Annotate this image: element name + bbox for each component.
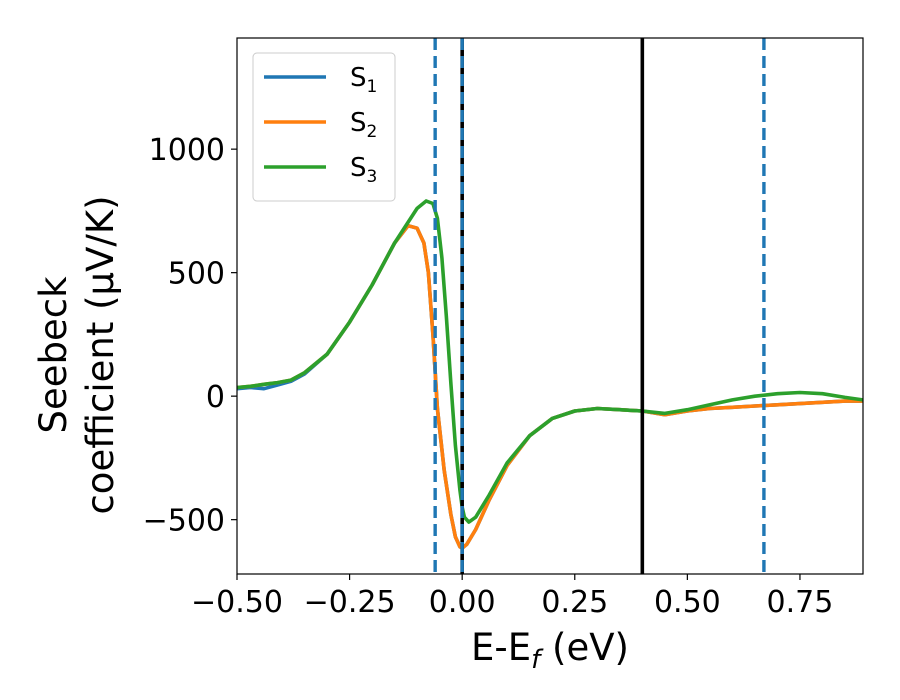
legend-label-s1: S1	[350, 63, 377, 97]
x-axis-label-unit: (eV)	[540, 626, 629, 669]
series-lines	[237, 199, 863, 550]
plot-frame	[236, 37, 864, 575]
y-axis-label-line1: Seebeck	[32, 276, 75, 434]
series-line-s2	[237, 223, 863, 550]
legend-box	[252, 52, 396, 202]
y-tick-label: 500	[168, 257, 225, 292]
legend-label-s3: S3	[350, 153, 377, 187]
y-tick-label: 1000	[149, 133, 225, 168]
series-line-s1	[237, 223, 863, 550]
x-axis-label-main: E-E	[471, 626, 531, 669]
series-line-s3	[237, 199, 863, 524]
legend: S1 S2 S3	[252, 52, 396, 202]
y-axis-label-line2: coefficient (μV/K)	[79, 195, 122, 514]
y-tick-label: 0	[206, 380, 225, 415]
y-tick-label: −500	[143, 504, 225, 539]
x-tick-label: 0.00	[429, 585, 496, 620]
x-tick-label: 0.25	[541, 585, 608, 620]
x-tick-label: −0.50	[191, 585, 283, 620]
x-axis-ticks: −0.50 −0.25 0.00 0.25 0.50 0.75	[191, 574, 833, 620]
y-axis-ticks: −500 0 500 1000	[143, 133, 237, 539]
vertical-reference-lines	[433, 38, 766, 574]
x-tick-label: −0.25	[304, 585, 396, 620]
x-axis-label: E-Ef (eV)	[471, 626, 629, 675]
x-tick-label: 0.50	[654, 585, 721, 620]
x-tick-label: 0.75	[767, 585, 834, 620]
legend-label-s2: S2	[350, 108, 377, 142]
